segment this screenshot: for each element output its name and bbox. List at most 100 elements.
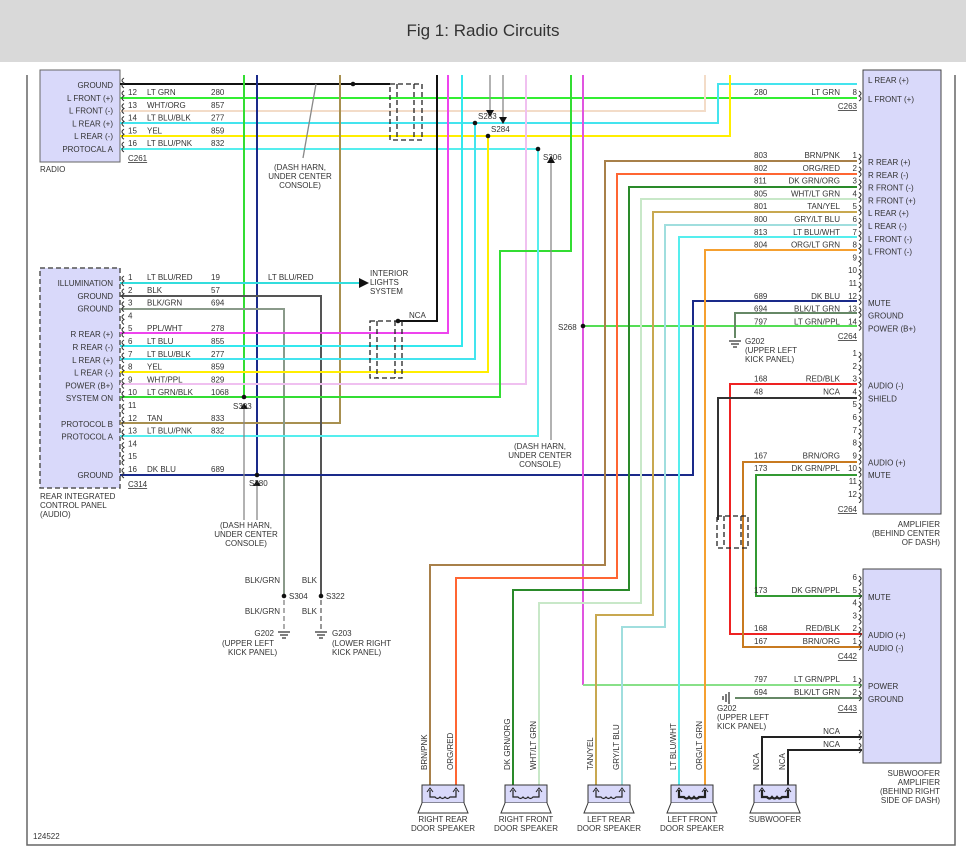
wire-color-label: BLK [302,576,318,585]
pin-number: 5 [128,324,133,333]
circuit-number: 1068 [211,388,229,397]
connector-pin-icon [121,416,125,428]
component-name: SIDE OF DASH) [881,796,940,805]
wire-color-label: LT GRN/PPL [794,675,840,684]
pin-number: 12 [848,490,857,499]
figure-header: Fig 1: Radio Circuits [0,0,966,62]
circuit-number: 833 [211,414,225,423]
component-name: AMPLIFIER [898,778,940,787]
wire-color-label: BLK/GRN [245,607,280,616]
pin-function-label: GROUND [77,292,113,301]
pin-number: 13 [128,101,137,110]
pin-function-label: MUTE [868,471,891,480]
wire-color-label: LT GRN [811,88,840,97]
pin-number: 6 [853,215,858,224]
speaker-name: DOOR SPEAKER [494,824,558,833]
pin-function-label: L REAR (+) [72,356,113,365]
wire-color-label: RED/BLK [806,624,841,633]
wire-173-dk-grn-ppl [755,474,862,597]
speaker-2 [583,784,635,814]
pin-function-label: GROUND [77,471,113,480]
pin-number: 7 [128,350,133,359]
connector-pin-icon [858,364,862,376]
component-name: SUBWOOFER [888,769,941,778]
circuit-number: 173 [754,464,768,473]
connector-pin-icon [121,441,125,453]
wire-color-label: LT BLU/PNK [147,139,193,148]
connector-pin-icon [858,90,862,102]
wire-color-label: NCA [409,311,427,320]
speaker-0 [417,784,469,814]
pin-function-label: R REAR (-) [73,343,114,352]
wire-801-tan-yel [595,211,857,787]
pin-function-label: POWER (B+) [868,324,916,333]
wire-color-label: ORG/LT GRN [791,241,840,250]
wire-color-label: TAN/YEL [807,202,840,211]
speaker-name: DOOR SPEAKER [411,824,475,833]
wire-color-label: TAN [147,414,163,423]
pin-number: 11 [849,477,858,486]
wire-167-brn-org [742,461,862,648]
pin-number: 8 [853,88,858,97]
circuit-number: 167 [754,637,768,646]
pin-number: 10 [848,266,857,275]
wire-color-label: DK GRN/PPL [792,586,841,595]
wire-48-nca [717,397,857,520]
pin-function-label: PROTOCAL A [62,145,113,154]
pin-function-label: GROUND [868,312,904,321]
connector-pin-icon [121,403,125,415]
connector-pin-icon [858,613,862,625]
pin-function-label: L REAR (-) [868,222,907,231]
pin-number: 11 [849,279,858,288]
pin-number: 4 [853,387,858,396]
connector-pin-icon [121,454,125,466]
wire-color-label: LT BLU/RED [147,273,193,282]
circuit-number: 797 [754,675,768,684]
pin-function-label: L FRONT (-) [868,235,912,244]
harness-location-note: (DASH HARN, [274,163,326,172]
circuit-number: 277 [211,114,225,123]
pin-number: 2 [853,624,858,633]
connector-pin-icon [858,243,862,255]
ground-id: G203 [332,629,352,638]
harness-location-note: (DASH HARN, [514,442,566,451]
pin-number: 3 [853,177,858,186]
connector-pin-icon [121,288,125,300]
pin-number: 1 [128,273,133,282]
pin-number: 3 [128,299,133,308]
circuit-number: 694 [754,305,768,314]
pin-number: 2 [853,362,858,371]
connector-id: C314 [128,480,148,489]
pin-number: 4 [128,311,133,320]
wire-color-label: RED/BLK [806,375,841,384]
pin-function-label: L REAR (-) [74,369,113,378]
wire-1068-lt-grn-blk [120,75,572,398]
ground-id: G202 [717,704,737,713]
connector-pin-icon [858,402,862,414]
interior-lights-label: SYSTEM [370,287,403,296]
pin-function-label: AUDIO (+) [868,631,906,640]
component-name: OF DASH) [902,538,941,547]
connector-pin-icon [858,479,862,491]
diagram-frame [26,75,956,846]
speaker-wire-label: GRY/LT BLU [612,724,621,770]
wire-color-label: YEL [147,363,163,372]
pin-function-label: L FRONT (+) [67,94,113,103]
connector-pin-icon [121,467,125,479]
connector-pin-icon [858,588,862,600]
connector-pin-icon [858,466,862,478]
figure-number: 124522 [33,832,60,841]
speaker-wire-label: NCA [752,752,761,770]
pin-number: 9 [853,451,858,460]
connector-pin-icon [121,77,125,89]
speaker-name: LEFT FRONT [667,815,716,824]
wire-color-label: BRN/ORG [803,451,840,460]
pin-function-label: L FRONT (-) [69,107,113,116]
wire-855-lt-blu [120,75,463,347]
ground-location: (UPPER LEFT [717,713,769,722]
pin-number: 1 [853,349,858,358]
circuit-number: 694 [754,688,768,697]
connector-pin-icon [121,103,125,115]
harness-location-note: UNDER CENTER [508,451,572,460]
